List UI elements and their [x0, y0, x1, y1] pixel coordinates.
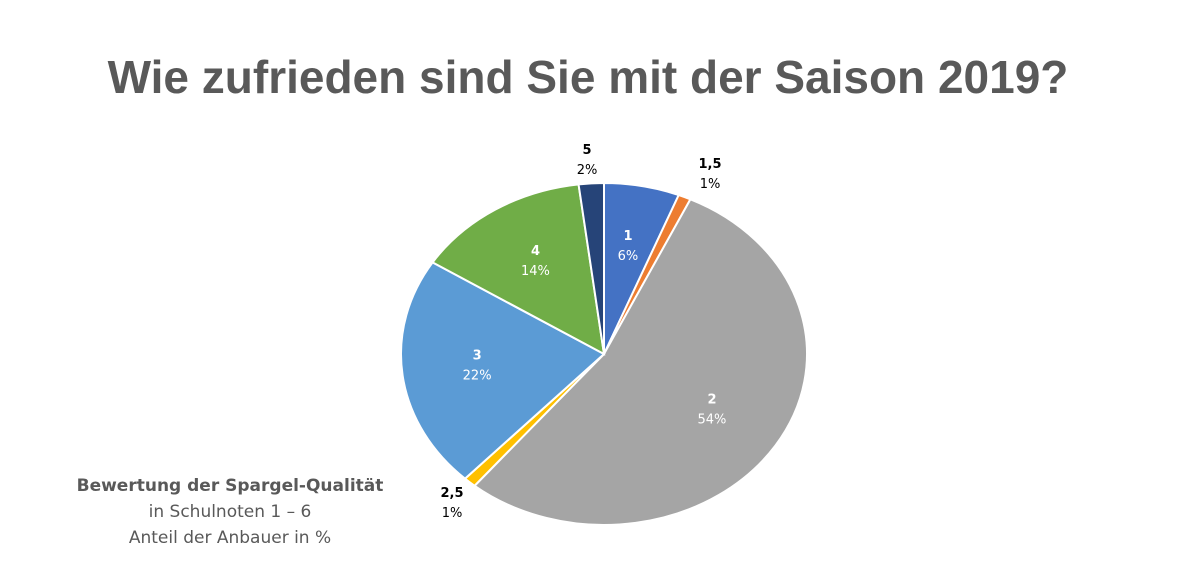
slice-category-label: 1: [623, 229, 632, 244]
caption-line-1: Bewertung der Spargel-Qualität: [76, 476, 384, 496]
slice-percent-label: 2%: [577, 163, 598, 178]
slice-percent-label: 6%: [618, 249, 639, 264]
slice-category-label: 1,5: [698, 157, 721, 172]
slice-category-label: 2: [707, 393, 716, 408]
pie-slice-4: [431, 183, 606, 356]
chart-caption: Bewertung der Spargel-Qualität in Schuln…: [40, 473, 420, 551]
chart-title: Wie zufrieden sind Sie mit der Saison 20…: [107, 51, 1069, 103]
slice-percent-label: 14%: [521, 264, 550, 279]
slice-category-label: 5: [582, 143, 591, 158]
slice-percent-label: 22%: [463, 369, 492, 384]
pie-slice-5: [577, 181, 605, 355]
slice-category-label: 2,5: [440, 486, 463, 501]
slice-category-label: 4: [531, 244, 540, 259]
pie-slice-3: [400, 261, 606, 480]
slice-category-label: 3: [473, 349, 482, 364]
slice-percent-label: 54%: [698, 413, 727, 428]
slice-percent-label: 1%: [700, 177, 721, 192]
pie-slice-2: [473, 198, 808, 526]
caption-line-3: Anteil der Anbauer in %: [128, 528, 332, 548]
caption-line-2: in Schulnoten 1 – 6: [148, 502, 312, 522]
slice-percent-label: 1%: [442, 506, 463, 521]
